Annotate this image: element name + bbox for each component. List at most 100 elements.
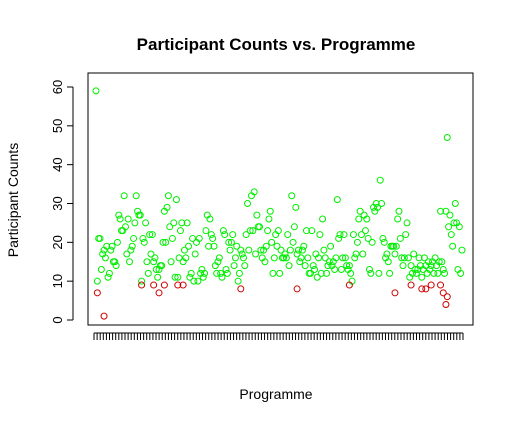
- data-point: [442, 300, 450, 308]
- data-point: [191, 250, 199, 258]
- data-point: [245, 246, 253, 254]
- data-point: [297, 254, 305, 262]
- data-point: [308, 227, 316, 235]
- data-point: [431, 254, 439, 262]
- data-point: [332, 254, 340, 262]
- data-point: [292, 203, 300, 211]
- data-point: [391, 250, 399, 258]
- x-axis-label: Programme: [239, 386, 312, 402]
- data-point: [359, 250, 367, 258]
- data-point: [391, 289, 399, 297]
- data-point: [143, 258, 151, 266]
- y-axis: 0 10 20 30 40 50 60: [50, 80, 74, 324]
- data-point: [150, 281, 158, 289]
- data-point: [403, 219, 411, 227]
- data-point: [319, 215, 327, 223]
- data-point: [323, 269, 331, 277]
- data-point: [189, 234, 197, 242]
- data-point: [195, 234, 203, 242]
- data-point: [186, 273, 194, 281]
- data-point: [337, 266, 345, 274]
- data-point: [455, 223, 463, 231]
- data-point: [206, 215, 214, 223]
- data-point: [443, 293, 451, 301]
- data-point: [219, 227, 227, 235]
- data-point: [315, 254, 323, 262]
- data-point: [100, 312, 108, 320]
- data-point: [231, 254, 239, 262]
- data-point: [357, 231, 365, 239]
- data-point: [140, 238, 148, 246]
- data-point: [176, 227, 184, 235]
- data-point: [230, 262, 238, 270]
- data-point: [435, 258, 443, 266]
- data-point: [336, 231, 344, 239]
- data-point: [159, 238, 167, 246]
- data-point: [124, 215, 132, 223]
- data-point: [422, 285, 430, 293]
- y-tick-label: 40: [50, 157, 65, 171]
- data-point: [390, 242, 398, 250]
- data-point: [443, 133, 451, 141]
- data-point: [97, 266, 105, 274]
- data-point: [352, 250, 360, 258]
- data-point: [437, 281, 445, 289]
- data-point: [341, 254, 349, 262]
- data-point: [127, 246, 135, 254]
- data-point: [427, 281, 435, 289]
- data-point: [450, 219, 458, 227]
- data-point: [313, 273, 321, 281]
- data-point: [380, 238, 388, 246]
- data-point: [394, 215, 402, 223]
- data-point: [285, 262, 293, 270]
- data-point: [298, 246, 306, 254]
- data-point: [229, 231, 237, 239]
- y-tick-label: 50: [50, 119, 65, 133]
- data-point: [126, 258, 134, 266]
- data-point: [252, 250, 260, 258]
- data-point: [235, 269, 243, 277]
- data-point: [411, 266, 419, 274]
- data-point: [410, 250, 418, 258]
- data-point: [335, 234, 343, 242]
- data-point: [250, 188, 258, 196]
- data-point: [239, 254, 247, 262]
- data-point: [166, 223, 174, 231]
- data-point: [293, 250, 301, 258]
- data-point: [281, 250, 289, 258]
- data-point: [210, 242, 218, 250]
- data-point: [457, 269, 465, 277]
- data-point: [439, 289, 447, 297]
- data-point: [378, 200, 386, 207]
- data-point: [223, 269, 231, 277]
- data-point: [104, 273, 112, 281]
- data-point: [218, 273, 226, 281]
- data-point: [447, 231, 455, 239]
- data-point: [144, 269, 152, 277]
- data-point: [364, 234, 372, 242]
- data-point: [207, 231, 215, 239]
- data-point: [237, 246, 245, 254]
- data-point: [412, 269, 420, 277]
- data-point: [327, 242, 335, 250]
- data-point: [349, 231, 357, 239]
- data-point: [415, 254, 423, 262]
- data-point: [146, 231, 154, 239]
- data-point: [205, 242, 213, 250]
- data-point: [437, 207, 445, 215]
- data-point: [168, 234, 176, 242]
- data-point: [386, 269, 394, 277]
- data-point: [256, 223, 264, 231]
- data-point: [333, 196, 341, 204]
- data-point: [148, 231, 156, 239]
- data-point: [128, 242, 136, 250]
- data-point: [398, 254, 406, 262]
- data-point: [449, 242, 457, 250]
- data-point: [418, 285, 426, 293]
- data-point: [217, 269, 225, 277]
- data-point: [311, 266, 319, 274]
- data-point: [392, 242, 400, 250]
- data-point: [142, 219, 150, 227]
- data-point: [276, 269, 284, 277]
- data-point: [234, 277, 242, 285]
